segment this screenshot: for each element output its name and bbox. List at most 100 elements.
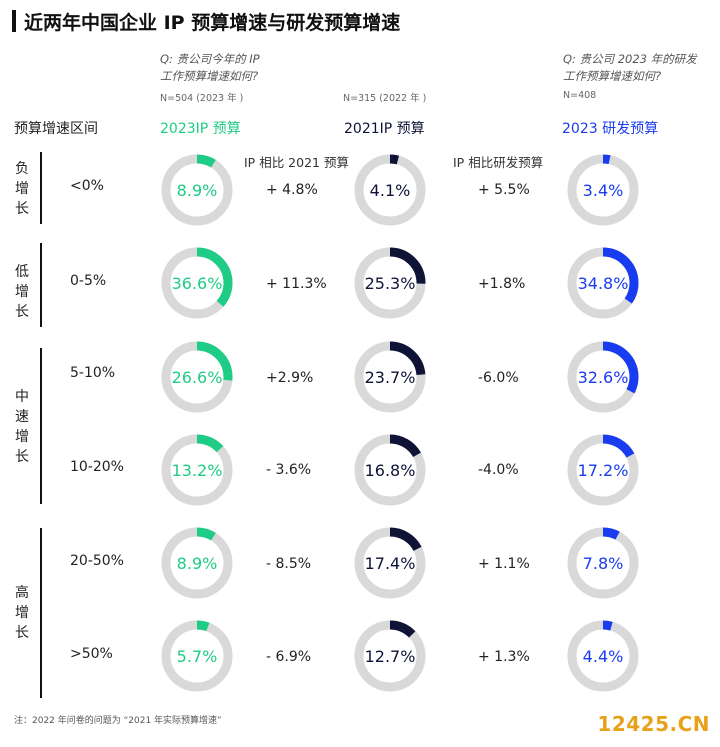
donut-arc	[161, 527, 233, 599]
question-ip-line1: Q: 贵公司今年的 IP	[160, 52, 260, 66]
group-char: 增	[15, 284, 29, 300]
group-char: 长	[15, 449, 29, 465]
donut-value-label: 4.1%	[370, 181, 411, 200]
compare-rd-value: -6.0%	[478, 370, 519, 386]
donut-arc	[567, 434, 639, 506]
title-accent-bar	[12, 10, 16, 32]
question-rd: Q: 贵公司 2023 年的研发 工作预算增速如何?	[563, 51, 697, 85]
compare-rd-value: + 5.5%	[478, 182, 530, 198]
donut-ip2023: 26.6%	[161, 341, 233, 413]
page-title: 近两年中国企业 IP 预算增速与研发预算增速	[24, 12, 401, 34]
donut-value-label: 36.6%	[172, 274, 223, 293]
range-label: 10-20%	[70, 459, 124, 475]
footnote: 注：2022 年问卷的问题为 “2021 年实际预算增速”	[14, 716, 222, 726]
donut-arc	[161, 154, 233, 226]
donut-rd2023: 34.8%	[567, 247, 639, 319]
group-label-low: 低 增 长	[14, 262, 30, 322]
group-char: 长	[15, 625, 29, 641]
donut-ip2023: 36.6%	[161, 247, 233, 319]
donut-value-label: 32.6%	[578, 368, 629, 387]
donut-value-label: 25.3%	[365, 274, 416, 293]
donut-value-label: 16.8%	[365, 461, 416, 480]
donut-arc	[567, 620, 639, 692]
donut-value-label: 23.7%	[365, 368, 416, 387]
compare-2021-value: - 3.6%	[266, 462, 312, 478]
compare-2021-value: - 6.9%	[266, 649, 312, 665]
group-divider-medium	[40, 348, 42, 504]
sample-size-2022: N=315 (2022 年 )	[343, 93, 427, 104]
group-divider-negative	[40, 152, 42, 224]
donut-rd2023: 7.8%	[567, 527, 639, 599]
donut-value-label: 8.9%	[177, 554, 218, 573]
sample-size-2023: N=504 (2023 年 )	[160, 93, 244, 104]
donut-rd2023: 3.4%	[567, 154, 639, 226]
donut-value-label: 7.8%	[583, 554, 624, 573]
donut-arc	[161, 620, 233, 692]
group-char: 长	[15, 201, 29, 217]
question-ip-line2: 工作预算增速如何?	[160, 69, 259, 83]
column-header-ip2021: 2021IP 预算	[344, 121, 425, 137]
donut-value-label: 4.4%	[583, 647, 624, 666]
donut-ip2021: 23.7%	[354, 341, 426, 413]
donut-ip2021: 16.8%	[354, 434, 426, 506]
donut-ip2023: 5.7%	[161, 620, 233, 692]
range-label: >50%	[70, 646, 113, 662]
donut-ip2023: 8.9%	[161, 154, 233, 226]
group-divider-low	[40, 243, 42, 327]
donut-value-label: 17.4%	[365, 554, 416, 573]
range-label: <0%	[70, 178, 104, 194]
donut-ip2021: 25.3%	[354, 247, 426, 319]
group-char: 增	[15, 181, 29, 197]
donut-ip2023: 8.9%	[161, 527, 233, 599]
donut-value-label: 26.6%	[172, 368, 223, 387]
group-char: 中	[15, 389, 29, 405]
group-label-high: 高 增 长	[14, 583, 30, 643]
range-label: 20-50%	[70, 553, 124, 569]
donut-arc	[567, 527, 639, 599]
group-char: 速	[15, 409, 29, 425]
compare-rd-value: + 1.3%	[478, 649, 530, 665]
donut-arc	[567, 341, 639, 413]
group-char: 负	[15, 161, 29, 177]
donut-value-label: 12.7%	[365, 647, 416, 666]
compare-rd-value: + 1.1%	[478, 556, 530, 572]
range-label: 5-10%	[70, 365, 116, 381]
question-rd-line2: 工作预算增速如何?	[563, 69, 662, 83]
donut-value-label: 8.9%	[177, 181, 218, 200]
donut-ip2023: 13.2%	[161, 434, 233, 506]
donut-rd2023: 4.4%	[567, 620, 639, 692]
group-label-medium: 中 速 增 长	[14, 387, 30, 467]
compare-2021-value: - 8.5%	[266, 556, 312, 572]
donut-arc	[161, 247, 233, 319]
group-char: 高	[15, 585, 29, 601]
compare-2021-value: + 4.8%	[266, 182, 318, 198]
donut-value-label: 13.2%	[172, 461, 223, 480]
compare-rd-value: -4.0%	[478, 462, 519, 478]
group-char: 长	[15, 304, 29, 320]
compare-2021-value: + 11.3%	[266, 276, 327, 292]
compare-header-2021: IP 相比 2021 预算	[244, 155, 349, 170]
donut-rd2023: 17.2%	[567, 434, 639, 506]
group-divider-high	[40, 528, 42, 698]
column-header-rd2023: 2023 研发预算	[562, 121, 659, 137]
donut-rd2023: 32.6%	[567, 341, 639, 413]
donut-arc	[567, 247, 639, 319]
donut-arc	[354, 620, 426, 692]
watermark-logo: 12425.CN	[597, 712, 710, 736]
column-header-ip2023: 2023IP 预算	[160, 121, 241, 137]
question-rd-line1: Q: 贵公司 2023 年的研发	[563, 52, 697, 66]
group-label-negative: 负 增 长	[14, 159, 30, 219]
range-label: 0-5%	[70, 273, 107, 289]
group-char: 低	[15, 264, 29, 280]
donut-arc	[161, 434, 233, 506]
row-header-label: 预算增速区间	[14, 121, 98, 137]
donut-arc	[161, 341, 233, 413]
donut-arc	[354, 341, 426, 413]
compare-2021-value: +2.9%	[266, 370, 314, 386]
donut-ip2021: 4.1%	[354, 154, 426, 226]
donut-ip2021: 17.4%	[354, 527, 426, 599]
group-char: 增	[15, 605, 29, 621]
donut-value-label: 5.7%	[177, 647, 218, 666]
donut-arc	[567, 154, 639, 226]
donut-arc	[354, 154, 426, 226]
